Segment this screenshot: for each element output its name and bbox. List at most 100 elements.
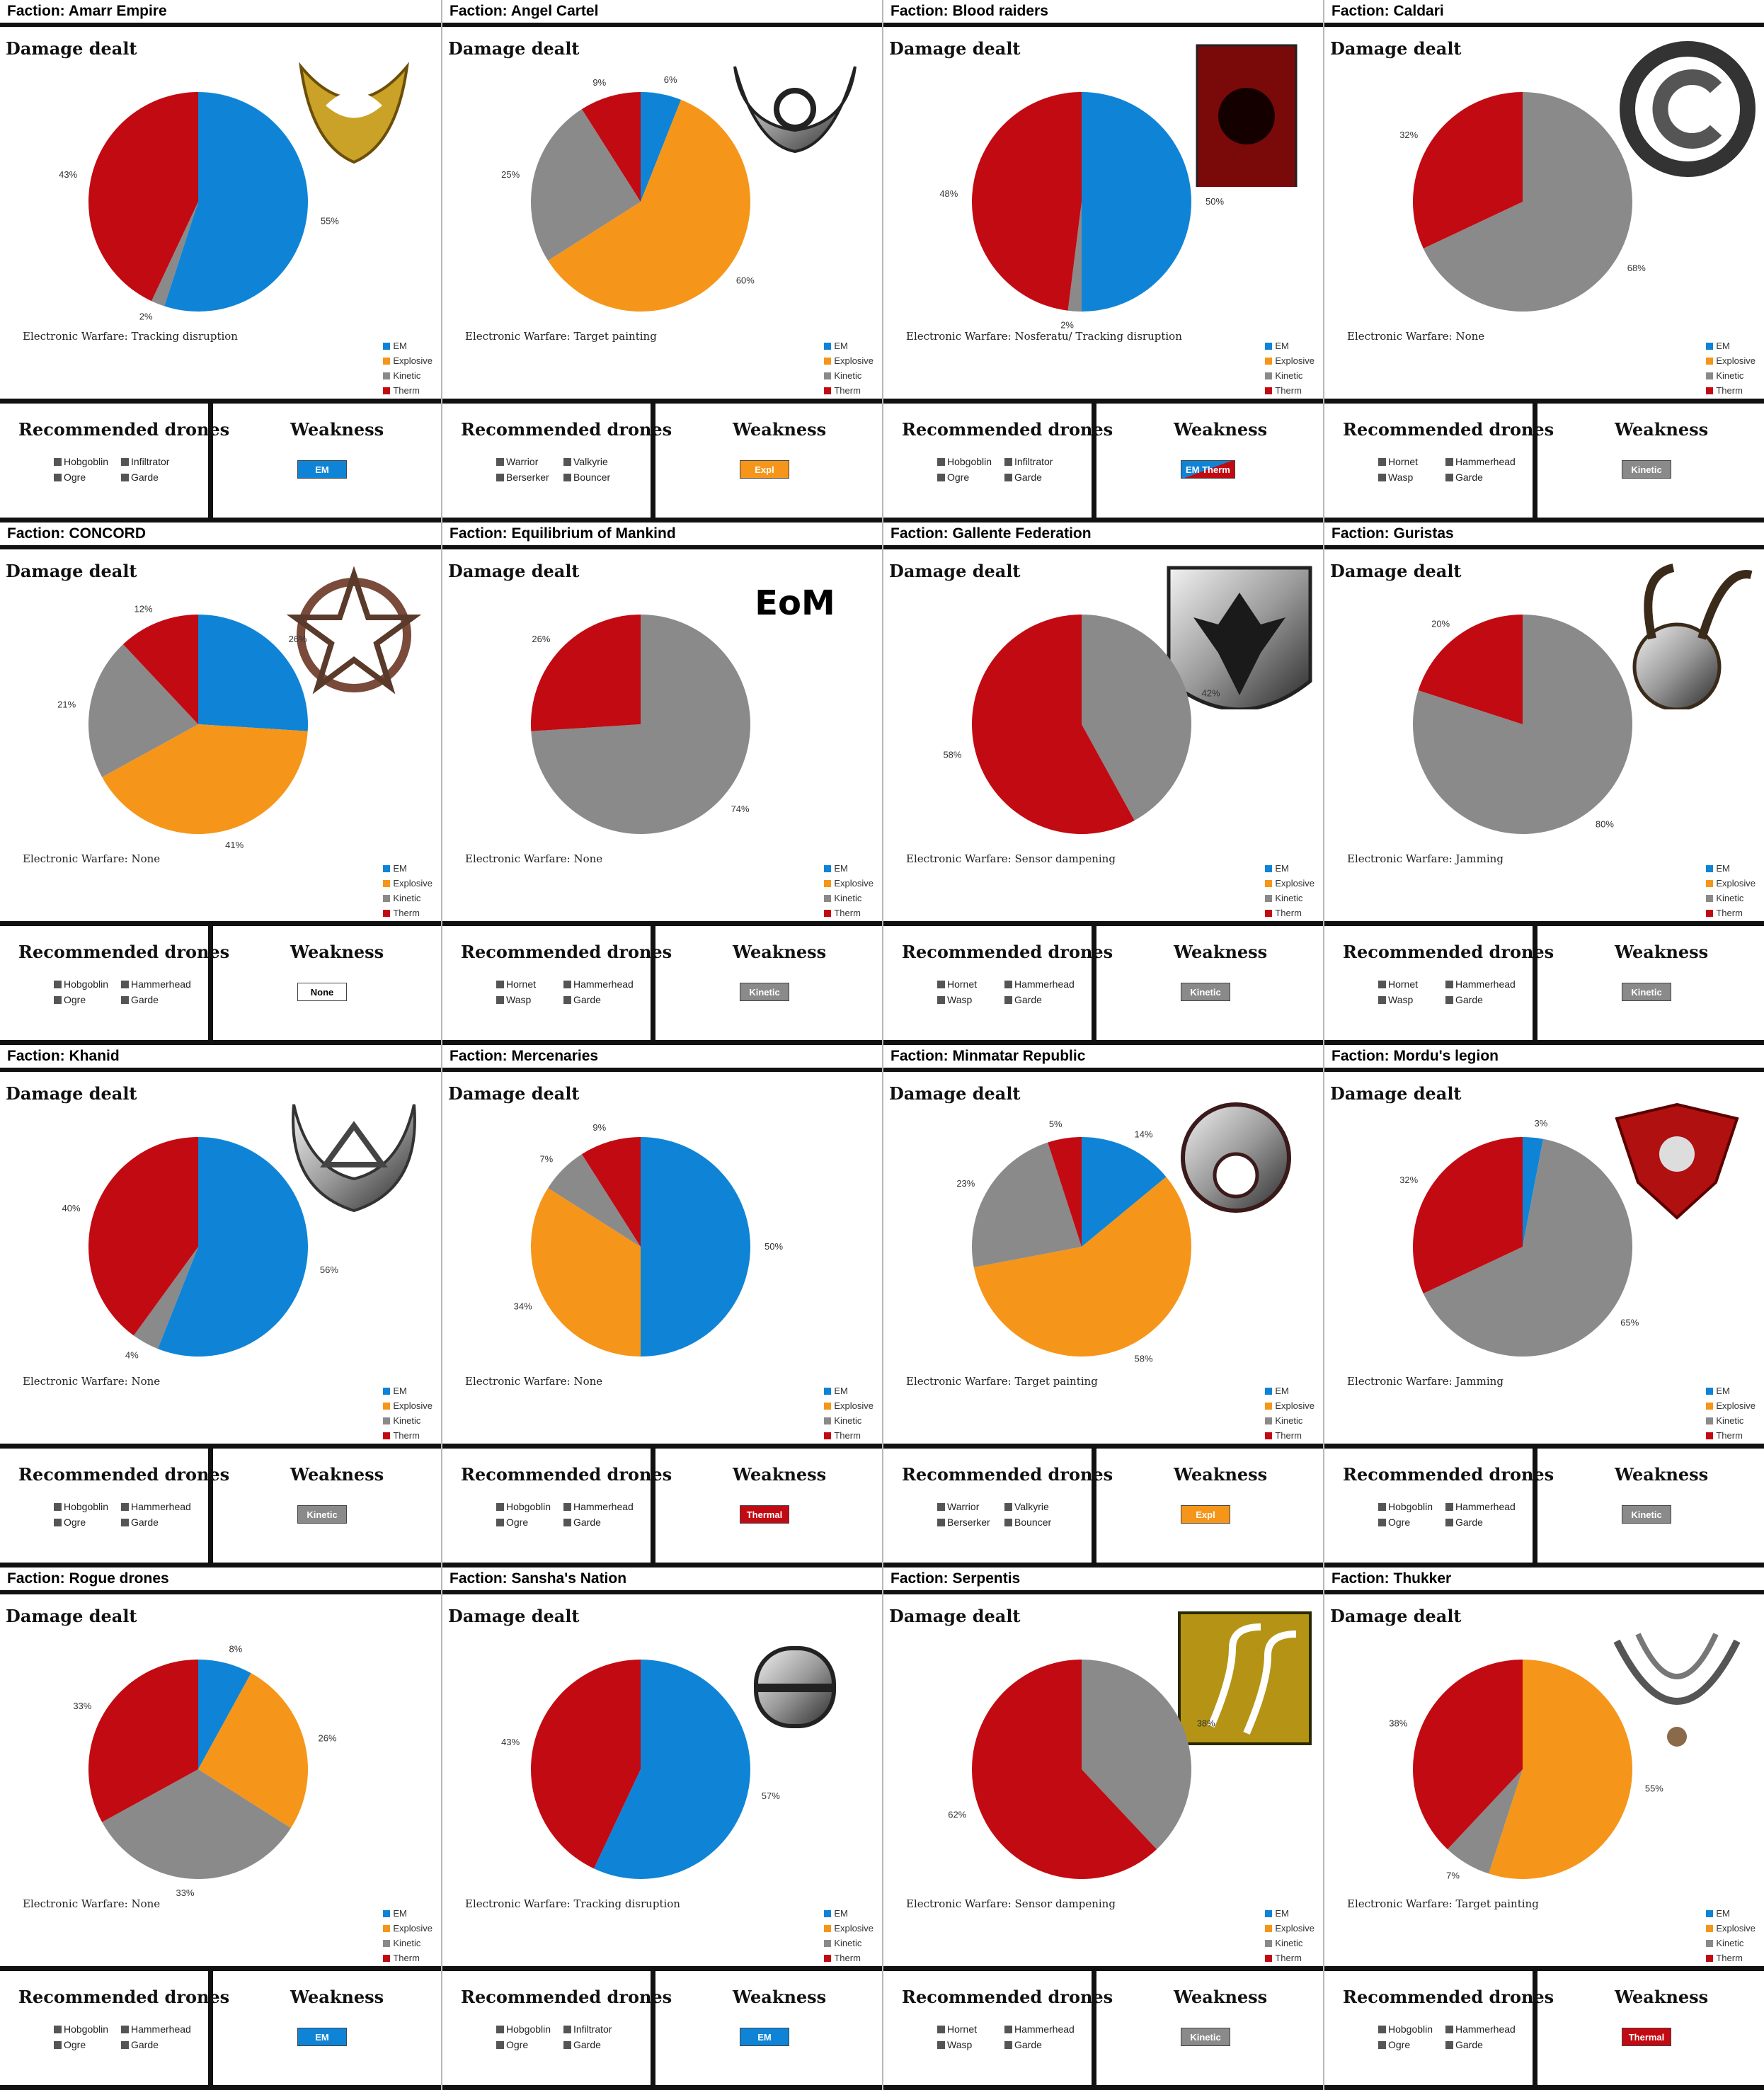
- weakness-badge: Expl: [740, 460, 789, 479]
- drone-icon: [937, 2026, 945, 2033]
- legend-swatch: [1265, 1388, 1273, 1395]
- faction-name: Mordu's legion: [1393, 1048, 1499, 1064]
- faction-name: Rogue drones: [69, 1570, 169, 1587]
- drone-name: Garde: [1455, 1517, 1483, 1528]
- legend-swatch: [824, 1417, 832, 1424]
- legend-item: Therm: [1706, 1428, 1756, 1443]
- bottom-panel: Recommended drones Weakness Warrior Valkyri…: [883, 1449, 1324, 1568]
- faction-name: Guristas: [1393, 525, 1454, 542]
- faction-header: Faction: Angel Cartel: [442, 0, 883, 27]
- recommended-drones-title: Recommended drones: [1343, 419, 1554, 440]
- legend-swatch: [824, 1940, 832, 1947]
- bottom-panel: Recommended drones Weakness Hobgoblin Hamme…: [0, 1449, 441, 1568]
- legend-label: Explosive: [1275, 1923, 1315, 1934]
- weakness-title: Weakness: [1615, 419, 1709, 440]
- chart-legend: EM Explosive Kinetic Therm: [824, 1383, 874, 1443]
- section-divider: [1324, 399, 1764, 404]
- legend-item: Explosive: [824, 353, 874, 368]
- drone-icon: [563, 996, 571, 1004]
- drone-icon: [1004, 981, 1012, 988]
- thukker-emblem: [1596, 1606, 1758, 1754]
- pie-slice-kinetic: [1067, 202, 1082, 312]
- bottom-panel: Recommended drones Weakness Hobgoblin Infil…: [442, 1971, 883, 2090]
- faction-name: Mercenaries: [511, 1048, 599, 1064]
- faction-prefix: Faction:: [1331, 1570, 1390, 1587]
- drone-item: Hammerhead: [1445, 978, 1516, 990]
- pie-data-label: 2%: [139, 312, 153, 322]
- chart-legend: EM Explosive Kinetic Therm: [1706, 1383, 1756, 1443]
- electronic-warfare-note: Electronic Warfare: Target painting: [1347, 1897, 1539, 1910]
- drone-icon: [1004, 1519, 1012, 1526]
- legend-label: Therm: [1275, 908, 1302, 918]
- pie-data-label: 14%: [1135, 1129, 1153, 1140]
- pie-data-label: 33%: [176, 1888, 194, 1898]
- faction-name: Thukker: [1393, 1570, 1452, 1587]
- legend-item: Explosive: [824, 1921, 874, 1936]
- drone-name: Hammerhead: [131, 2023, 191, 2035]
- recommended-drones-title: Recommended drones: [461, 419, 672, 440]
- serpentis-emblem: [1155, 1606, 1317, 1754]
- mordu-emblem: [1596, 1083, 1758, 1232]
- legend-item: Therm: [1706, 1951, 1756, 1965]
- drone-icon: [496, 474, 504, 481]
- drone-item: Garde: [1445, 2039, 1483, 2050]
- faction-header: Faction: Equilibrium of Mankind: [442, 522, 883, 549]
- faction-name: Amarr Empire: [68, 3, 167, 19]
- section-divider: [0, 1966, 441, 1971]
- drone-name: Hammerhead: [573, 1501, 634, 1512]
- faction-header: Faction: Mordu's legion: [1324, 1045, 1764, 1072]
- drone-item: Wasp: [1378, 994, 1413, 1005]
- drone-item: Berserker: [937, 1517, 990, 1528]
- legend-label: Explosive: [834, 1923, 874, 1934]
- legend-item: Explosive: [1706, 353, 1756, 368]
- legend-label: EM: [834, 863, 848, 874]
- faction-prefix: Faction:: [1331, 525, 1390, 542]
- pie-slice-explosive: [548, 99, 750, 312]
- damage-dealt-title: Damage dealt: [889, 1606, 1021, 1626]
- weakness-badge: Kinetic: [740, 983, 789, 1001]
- weakness-title: Weakness: [1174, 1987, 1268, 2007]
- legend-item: EM: [1706, 338, 1756, 353]
- legend-swatch: [383, 372, 391, 379]
- section-divider: [1324, 921, 1764, 926]
- pie-slice-kinetic: [531, 615, 750, 834]
- electronic-warfare-note: Electronic Warfare: Sensor dampening: [906, 1897, 1116, 1910]
- legend-item: Therm: [824, 383, 874, 398]
- chart-legend: EM Explosive Kinetic Therm: [1265, 1906, 1315, 1965]
- electronic-warfare-note: Electronic Warfare: Jamming: [1347, 1375, 1504, 1388]
- legend-label: Kinetic: [1716, 1938, 1744, 1948]
- faction-cell: Faction: CONCORD Damage dealt 26% 41% 21% 12%…: [0, 522, 441, 1045]
- legend-label: EM: [1716, 863, 1730, 874]
- drone-icon: [496, 458, 504, 466]
- legend-swatch: [1706, 865, 1714, 872]
- pie-data-label: 26%: [532, 634, 550, 644]
- chart-legend: EM Explosive Kinetic Therm: [824, 861, 874, 920]
- weakness-badge: None: [297, 983, 347, 1001]
- drone-icon: [563, 981, 571, 988]
- amarr-emblem: [273, 38, 435, 187]
- drone-icon: [563, 1503, 571, 1511]
- legend-item: EM: [383, 1906, 433, 1921]
- legend-swatch: [1706, 387, 1714, 394]
- legend-swatch: [1265, 1417, 1273, 1424]
- electronic-warfare-note: Electronic Warfare: None: [23, 1375, 161, 1388]
- pie-slice-explosive: [102, 724, 308, 834]
- faction-header: Faction: Serpentis: [883, 1568, 1324, 1594]
- drone-icon: [121, 996, 129, 1004]
- pie-slice-therm: [122, 615, 198, 724]
- pie-data-label: 4%: [125, 1349, 139, 1360]
- drone-icon: [1445, 2041, 1453, 2049]
- drone-icon: [121, 474, 129, 481]
- legend-item: Kinetic: [824, 891, 874, 906]
- drone-icon: [1378, 2026, 1386, 2033]
- drone-item: Hornet: [496, 978, 536, 990]
- drone-name: Hammerhead: [131, 978, 191, 990]
- pie-slice-therm: [972, 1660, 1157, 1879]
- drone-item: Bouncer: [1004, 1517, 1051, 1528]
- weakness-badge: EM: [297, 460, 347, 479]
- pie-data-label: 55%: [321, 215, 339, 226]
- electronic-warfare-note: Electronic Warfare: None: [1347, 330, 1485, 343]
- recommended-drones-title: Recommended drones: [902, 942, 1113, 962]
- recommended-drones-title: Recommended drones: [902, 1464, 1113, 1485]
- weakness-title: Weakness: [733, 942, 827, 962]
